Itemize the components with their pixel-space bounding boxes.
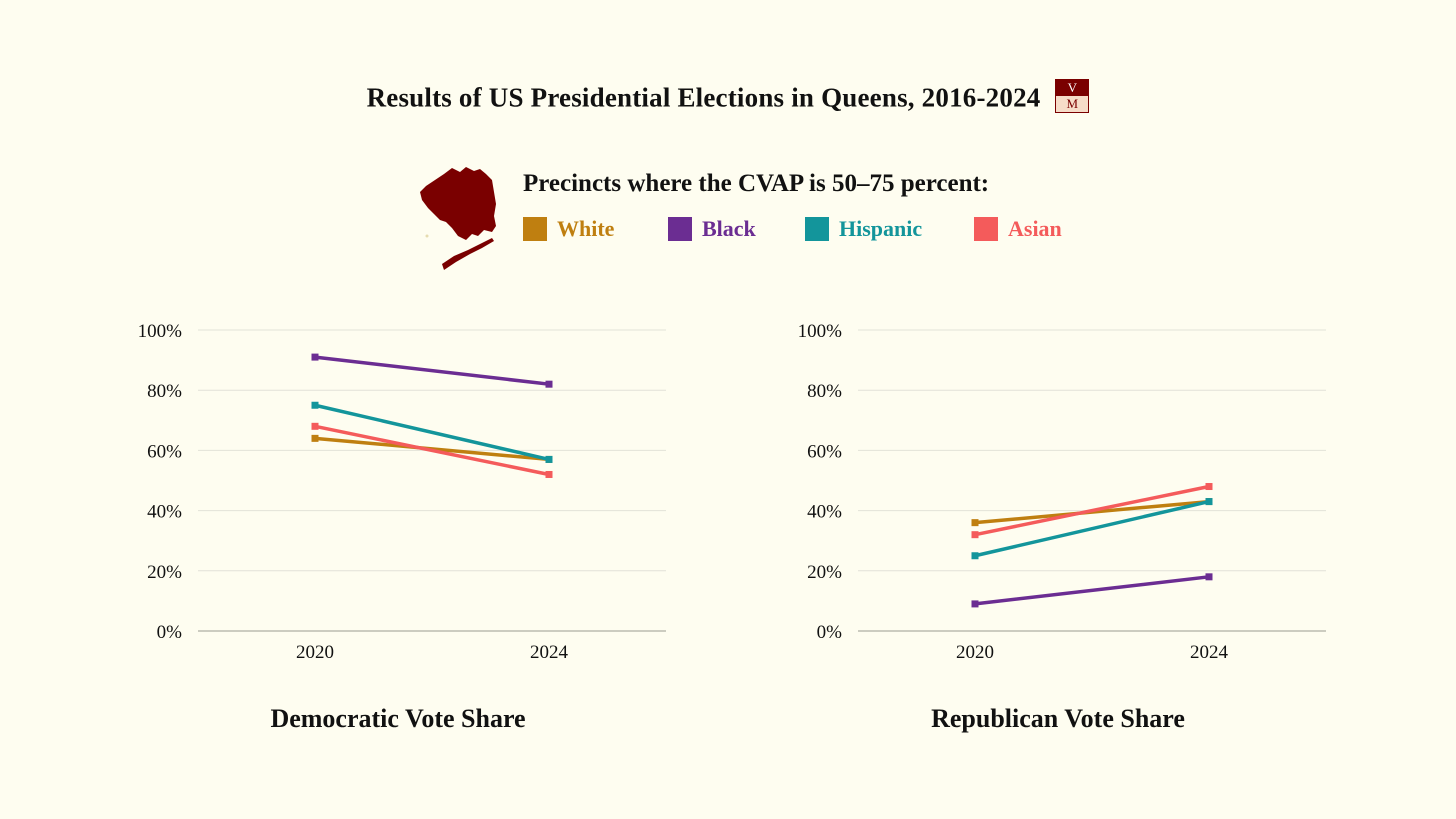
series-line-black bbox=[973, 575, 1211, 606]
data-point-hispanic-2024 bbox=[545, 455, 553, 463]
data-point-white-2020 bbox=[311, 434, 319, 442]
series-line-hispanic bbox=[313, 403, 551, 462]
chart-main-title: Results of US Presidential Elections in … bbox=[0, 78, 1456, 115]
y-tick-label: 100% bbox=[138, 321, 183, 342]
series-line-asian bbox=[313, 424, 551, 477]
y-tick-label: 40% bbox=[147, 502, 182, 523]
legend-label-black: Black bbox=[702, 216, 756, 241]
legend-item-white: White bbox=[523, 216, 614, 244]
legend-label-asian: Asian bbox=[1008, 216, 1062, 241]
data-point-hispanic-2024 bbox=[1205, 498, 1213, 506]
y-tick-label: 60% bbox=[807, 441, 842, 462]
series-line-black bbox=[313, 355, 551, 386]
legend-heading: Precincts where the CVAP is 50–75 percen… bbox=[523, 170, 990, 197]
legend-label-hispanic: Hispanic bbox=[839, 216, 923, 241]
data-point-black-2020 bbox=[311, 353, 319, 361]
legend-item-hispanic: Hispanic bbox=[805, 216, 922, 244]
data-point-hispanic-2020 bbox=[311, 401, 319, 409]
logo-top-letter: V bbox=[1056, 79, 1089, 96]
data-point-white-2020 bbox=[971, 519, 979, 527]
queens-map-icon bbox=[420, 167, 496, 270]
y-tick-label: 20% bbox=[147, 562, 182, 583]
data-point-asian-2024 bbox=[1205, 483, 1213, 491]
y-tick-label: 0% bbox=[157, 622, 183, 643]
x-tick-label: 2024 bbox=[1190, 642, 1229, 663]
x-tick-label: 2024 bbox=[530, 642, 569, 663]
data-point-asian-2020 bbox=[311, 422, 319, 430]
data-point-asian-2020 bbox=[971, 531, 979, 539]
y-tick-label: 100% bbox=[798, 321, 843, 342]
asian-swatch bbox=[974, 217, 998, 241]
republican-vote-share-chart: 0% 20% 40% 60% 80% 100% 2020 2024 bbox=[798, 321, 1326, 663]
legend-item-asian: Asian bbox=[974, 216, 1062, 244]
black-swatch bbox=[668, 217, 692, 241]
logo-bottom-letter: M bbox=[1056, 95, 1089, 112]
y-tick-label: 0% bbox=[817, 622, 843, 643]
legend-label-white: White bbox=[557, 216, 615, 241]
white-swatch bbox=[523, 217, 547, 241]
vm-logo-icon: V M bbox=[1055, 78, 1090, 113]
title-text: Results of US Presidential Elections in … bbox=[366, 82, 1041, 113]
y-tick-label: 80% bbox=[807, 381, 842, 402]
y-tick-label: 60% bbox=[147, 441, 182, 462]
y-tick-label: 80% bbox=[147, 381, 182, 402]
x-tick-label: 2020 bbox=[956, 642, 994, 663]
y-tick-label: 20% bbox=[807, 562, 842, 583]
y-tick-label: 40% bbox=[807, 502, 842, 523]
democratic-vote-share-chart: 0% 20% 40% 60% 80% 100% 2020 2024 bbox=[138, 321, 666, 663]
series-line-hispanic bbox=[973, 499, 1211, 558]
data-point-black-2020 bbox=[971, 600, 979, 608]
data-point-black-2024 bbox=[1205, 573, 1213, 581]
data-point-hispanic-2020 bbox=[971, 552, 979, 560]
data-point-black-2024 bbox=[545, 380, 553, 388]
democratic-chart-title: Democratic Vote Share bbox=[270, 704, 526, 733]
legend-item-black: Black bbox=[668, 216, 756, 244]
series-line-asian bbox=[973, 484, 1211, 537]
hispanic-swatch bbox=[805, 217, 829, 241]
data-point-asian-2024 bbox=[545, 470, 553, 478]
x-tick-label: 2020 bbox=[296, 642, 334, 663]
republican-chart-title: Republican Vote Share bbox=[931, 704, 1185, 733]
